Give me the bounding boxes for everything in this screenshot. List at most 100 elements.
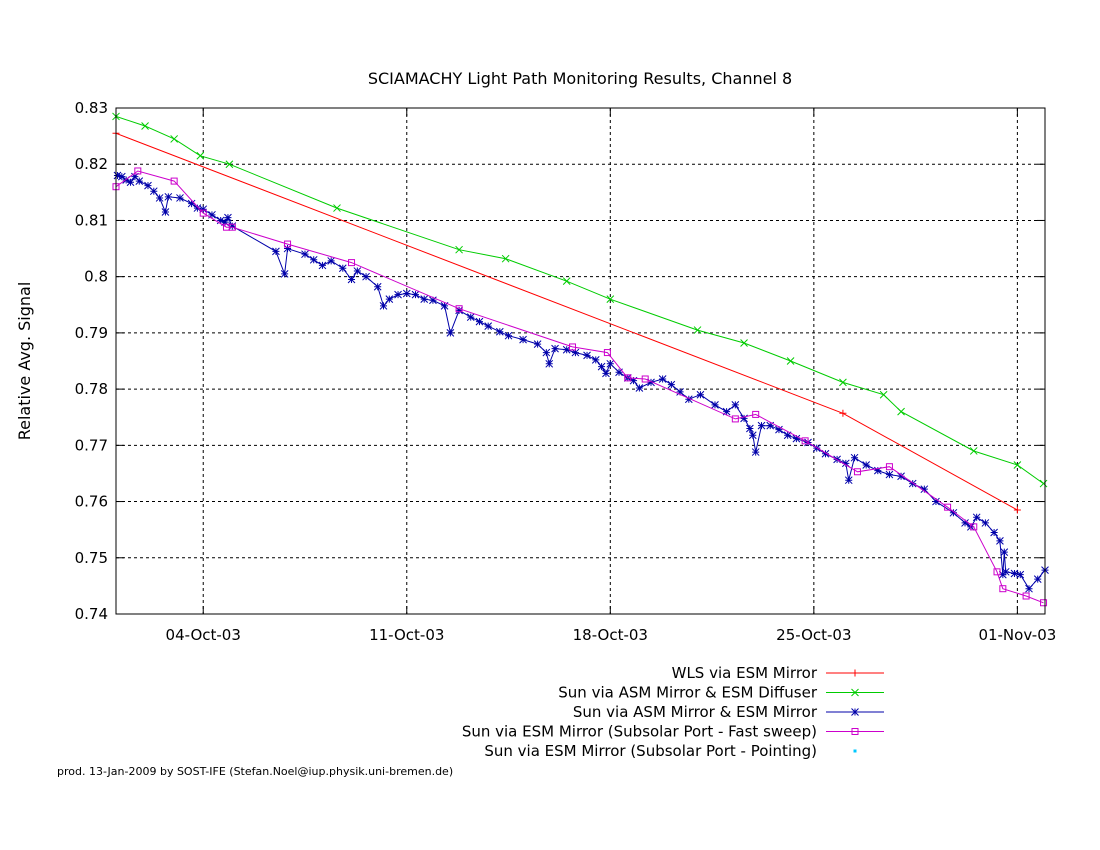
data-point xyxy=(545,359,554,368)
y-tick-label: 0.79 xyxy=(75,324,108,342)
data-point xyxy=(731,400,740,409)
data-point xyxy=(853,468,861,476)
data-point xyxy=(786,357,795,365)
data-point xyxy=(149,187,158,196)
data-point xyxy=(1039,479,1048,488)
data-point xyxy=(542,348,551,357)
data-point xyxy=(970,523,978,531)
data-point xyxy=(551,344,559,353)
y-tick-label: 0.82 xyxy=(75,155,108,173)
legend-label: Sun via ESM Mirror (Subsolar Port - Poin… xyxy=(484,742,817,760)
data-point xyxy=(283,244,292,253)
data-point xyxy=(284,240,292,248)
series-4 xyxy=(112,167,1048,607)
data-point xyxy=(775,425,783,434)
data-point xyxy=(117,172,126,181)
data-point xyxy=(362,272,370,281)
data-point xyxy=(752,410,760,418)
data-point xyxy=(839,378,847,387)
data-point xyxy=(748,431,757,440)
data-point xyxy=(615,368,623,377)
legend-label: WLS via ESM Mirror xyxy=(672,664,818,682)
data-point xyxy=(161,208,170,216)
data-point xyxy=(597,362,606,371)
legend-item: Sun via ESM Mirror (Subsolar Port - Poin… xyxy=(484,742,857,760)
y-tick-label: 0.78 xyxy=(75,380,108,398)
data-point xyxy=(757,421,766,430)
data-point xyxy=(446,329,455,337)
y-axis-label: Relative Avg. Signal xyxy=(15,282,34,441)
data-point xyxy=(466,313,475,322)
data-point xyxy=(606,359,615,368)
data-point xyxy=(113,171,122,180)
data-point xyxy=(135,177,144,185)
data-point xyxy=(495,327,504,336)
data-point xyxy=(603,349,611,357)
y-tick-label: 0.75 xyxy=(75,549,108,567)
data-point xyxy=(228,223,236,231)
axis-ticks: 0.74 0.75 0.76 0.77 0.78 0.79 0.8 0.81 0.82 0.83 0… xyxy=(75,99,1057,644)
series-line xyxy=(115,170,1044,604)
x-tick-label: 04-Oct-03 xyxy=(166,626,241,644)
series-layer xyxy=(112,112,1049,607)
data-point xyxy=(176,194,184,202)
data-point xyxy=(667,380,676,389)
data-point xyxy=(1022,592,1030,600)
data-point xyxy=(851,669,859,677)
data-point xyxy=(411,290,420,299)
data-point xyxy=(751,448,760,456)
data-point xyxy=(224,213,232,222)
data-point xyxy=(972,513,981,522)
data-point xyxy=(309,255,318,264)
data-point xyxy=(562,277,571,286)
data-point xyxy=(134,167,142,175)
data-point xyxy=(949,508,958,517)
y-tick-label: 0.81 xyxy=(75,211,108,229)
series-line xyxy=(115,132,1018,511)
x-tick-label: 25-Oct-03 xyxy=(776,626,851,644)
data-point xyxy=(873,466,882,475)
legend-label: Sun via ASM Mirror & ESM Mirror xyxy=(573,703,818,721)
data-point xyxy=(429,296,437,305)
data-point xyxy=(193,204,202,212)
data-point xyxy=(722,407,731,416)
data-point xyxy=(851,708,859,716)
data-point xyxy=(455,245,463,254)
data-point xyxy=(920,485,929,494)
data-point xyxy=(606,295,615,304)
data-point xyxy=(990,528,998,537)
legend-label: Sun via ESM Mirror (Subsolar Port - Fast… xyxy=(462,723,817,741)
data-point xyxy=(353,267,362,275)
data-point xyxy=(1016,570,1025,579)
data-point xyxy=(1000,548,1009,557)
data-point xyxy=(853,749,857,753)
data-point xyxy=(851,688,859,697)
data-point xyxy=(731,415,739,423)
data-point xyxy=(484,322,493,330)
data-point xyxy=(908,479,917,488)
data-point xyxy=(385,295,394,304)
data-point xyxy=(1001,567,1010,576)
data-point xyxy=(504,331,513,340)
data-point xyxy=(635,384,644,392)
y-tick-label: 0.77 xyxy=(75,436,108,454)
data-point xyxy=(851,728,859,735)
data-point xyxy=(318,261,327,270)
data-point xyxy=(821,449,830,458)
data-point xyxy=(696,390,705,399)
data-point xyxy=(569,343,577,351)
series-1 xyxy=(112,129,1021,514)
data-point xyxy=(676,388,684,396)
data-point xyxy=(999,585,1007,593)
data-point xyxy=(783,431,792,440)
data-point xyxy=(1025,584,1033,593)
data-point xyxy=(272,247,280,256)
data-point xyxy=(402,289,411,298)
data-point xyxy=(740,414,748,423)
data-point xyxy=(841,459,850,468)
chart-title: SCIAMACHY Light Path Monitoring Results,… xyxy=(368,69,792,88)
data-point xyxy=(216,216,225,225)
data-point xyxy=(944,503,952,511)
data-point xyxy=(501,254,510,263)
data-point xyxy=(533,340,542,348)
